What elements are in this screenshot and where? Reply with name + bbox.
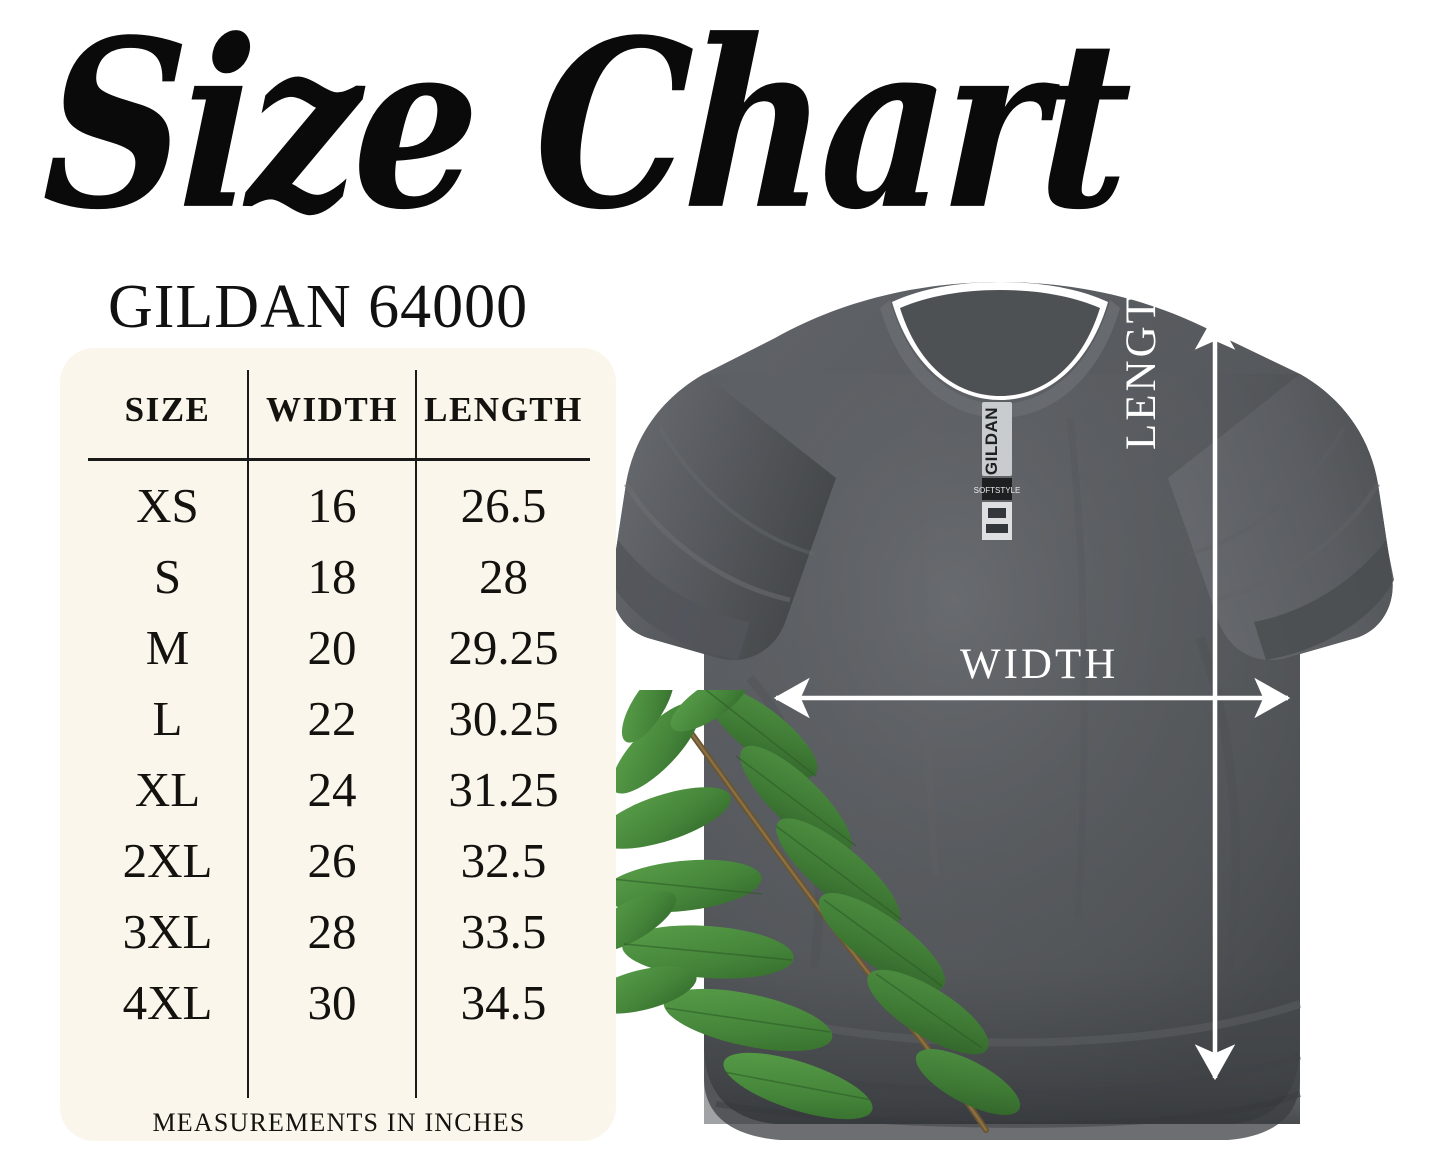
cell-size: XL [134,762,201,817]
page-title: Size Chart [39,0,1131,262]
cell-size: S [153,549,182,604]
cell-length: 28 [479,549,528,604]
table-row: 4XL 30 34.5 [60,967,616,1038]
table-row: S 18 28 [60,541,616,612]
width-label: WIDTH [960,641,1119,688]
measurements-note: MEASUREMENTS IN INCHES [152,1108,526,1137]
column-divider-2 [415,370,417,1098]
table-row: 2XL 26 32.5 [60,825,616,896]
cell-width: 26 [307,833,357,888]
cell-width: 30 [307,975,357,1030]
cell-size: XS [136,478,199,533]
size-table-card [60,348,616,1141]
table-row: XL 24 31.25 [60,754,616,825]
cell-length: 29.25 [448,620,559,675]
svg-text:GILDAN: GILDAN [982,407,1001,475]
column-divider-1 [247,370,249,1098]
cell-width: 20 [307,620,357,675]
table-row: 3XL 28 33.5 [60,896,616,967]
cell-length: 31.25 [448,762,559,817]
cell-length: 30.25 [448,691,559,746]
cell-size: 3XL [122,904,213,959]
cell-width: 18 [307,549,357,604]
cell-width: 16 [307,478,357,533]
table-row: L 22 30.25 [60,683,616,754]
column-header-length: LENGTH [424,390,583,429]
column-header-width: WIDTH [266,390,398,429]
header-rule [88,458,590,461]
table-row: XS 16 26.5 [60,470,616,541]
cell-width: 24 [307,762,357,817]
cell-length: 26.5 [460,478,547,533]
column-header-size: SIZE [124,390,211,429]
cell-width: 22 [307,691,357,746]
cell-size: 4XL [122,975,213,1030]
brand-model-label: GILDAN 64000 [108,273,529,341]
cell-length: 32.5 [460,833,547,888]
cell-width: 28 [307,904,357,959]
cell-size: L [152,691,183,746]
length-label: LENGTH [1118,260,1165,450]
cell-size: M [145,620,190,675]
svg-text:SOFTSTYLE: SOFTSTYLE [974,486,1021,495]
cell-length: 33.5 [460,904,547,959]
size-table: SIZE WIDTH LENGTH XS 16 26.5 S 18 28 M 2… [60,348,616,1141]
cell-length: 34.5 [460,975,547,1030]
cell-size: 2XL [122,833,213,888]
table-row: M 20 29.25 [60,612,616,683]
neck-tag: GILDAN SOFTSTYLE [974,402,1021,540]
tshirt-mockup: GILDAN SOFTSTYLE [600,278,1400,1148]
